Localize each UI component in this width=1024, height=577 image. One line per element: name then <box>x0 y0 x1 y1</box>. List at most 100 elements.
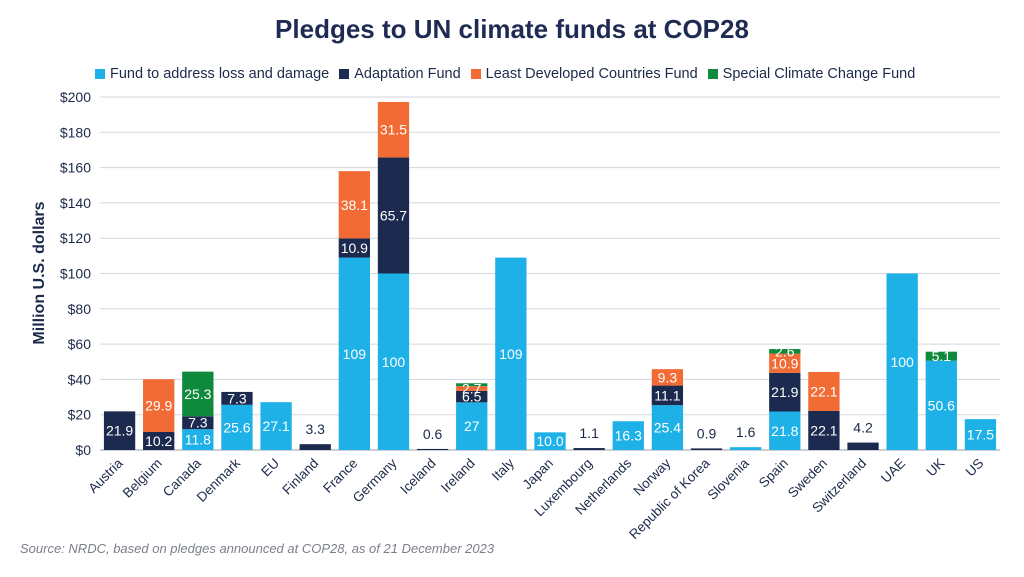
bar-segment <box>769 349 801 354</box>
bar-segment <box>612 421 644 450</box>
chart-title: Pledges to UN climate funds at COP28 <box>275 14 749 44</box>
x-tick-label: Finland <box>279 456 321 498</box>
bar-segment <box>925 351 957 361</box>
data-label: 21.9 <box>771 384 798 400</box>
bar-segment <box>377 273 410 450</box>
bar-segment <box>769 353 801 373</box>
bar-segment <box>338 238 370 258</box>
y-tick-label: $60 <box>68 336 92 352</box>
bar-segment <box>847 442 879 450</box>
bar-segment <box>886 273 918 450</box>
legend: Fund to address loss and damage Adaptati… <box>95 64 925 84</box>
bar-segment <box>808 371 840 411</box>
data-label: 7.3 <box>227 390 247 406</box>
data-label: 22.1 <box>810 422 837 438</box>
legend-item-sccf: Special Climate Change Fund <box>707 66 916 82</box>
data-label: 10.9 <box>341 240 368 256</box>
data-label: 3.3 <box>305 421 325 437</box>
bar-segment <box>103 411 136 450</box>
data-label: 4.2 <box>853 420 873 436</box>
data-label: 9.3 <box>658 369 678 385</box>
legend-swatch-adaptation <box>339 69 350 79</box>
x-tick-label: EU <box>258 456 282 480</box>
source-note: Source: NRDC, based on pledges announced… <box>20 541 495 556</box>
bar-segment <box>925 360 957 450</box>
data-label: 27.1 <box>262 418 289 434</box>
bar-segment <box>416 448 449 450</box>
data-label: 2.7 <box>462 380 482 396</box>
bar-segment <box>534 432 566 450</box>
data-label: 21.9 <box>106 423 133 439</box>
bar-segment <box>182 429 214 450</box>
bar-segment <box>299 444 331 450</box>
bar-segment <box>456 402 488 450</box>
bar-segment <box>456 390 488 403</box>
bar-segment <box>221 391 253 405</box>
data-label: 31.5 <box>380 122 407 138</box>
data-label: 25.6 <box>223 419 250 435</box>
bar-segment <box>769 372 801 412</box>
data-label: 6.5 <box>462 389 482 405</box>
x-tick-label: Germany <box>350 455 400 505</box>
data-label: 65.7 <box>380 208 407 224</box>
bar-segment <box>651 385 684 406</box>
data-label: 38.1 <box>341 197 368 213</box>
bar-segment <box>495 257 527 450</box>
legend-item-adaptation: Adaptation Fund <box>339 66 461 82</box>
data-label: 109 <box>343 346 367 362</box>
x-tick-label: US <box>963 456 987 480</box>
data-label: 100 <box>382 354 406 370</box>
data-label: 0.9 <box>697 425 717 441</box>
data-label: 2.6 <box>775 343 795 359</box>
data-label: 109 <box>499 346 523 362</box>
y-tick-label: $40 <box>68 371 92 387</box>
bar-segment <box>730 447 762 450</box>
data-label: 22.1 <box>810 383 837 399</box>
y-axis-ticks: $0 $20 $40 $60 $80 $100 $120 $140 $160 $180 $200 <box>60 89 91 458</box>
data-label: 7.3 <box>188 415 208 431</box>
bar-segment <box>456 386 488 391</box>
data-label: 1.6 <box>736 424 756 440</box>
data-label: 27 <box>464 418 480 434</box>
legend-label-sccf: Special Climate Change Fund <box>722 66 916 82</box>
legend-label-adaptation: Adaptation Fund <box>354 66 461 82</box>
data-label: 11.8 <box>185 432 211 448</box>
x-tick-label: Japan <box>519 456 556 493</box>
legend-label-ldcf: Least Developed Countries Fund <box>485 66 698 82</box>
x-tick-label: UK <box>924 456 948 480</box>
y-tick-label: $180 <box>60 124 91 140</box>
bar-segment <box>964 419 997 450</box>
data-label: 17.5 <box>967 427 994 443</box>
legend-item-ldcf: Least Developed Countries Fund <box>470 66 698 82</box>
bar-segment <box>182 416 214 430</box>
bar-segment <box>651 369 684 386</box>
bar-segment <box>338 257 370 450</box>
legend-swatch-sccf <box>707 69 718 79</box>
segment-labels: 21.910.229.911.87.325.325.67.327.1 3.3109… <box>106 122 994 449</box>
legend-item-loss-damage: Fund to address loss and damage <box>95 66 329 82</box>
bar-segment <box>221 404 253 450</box>
bar-segment <box>182 371 214 417</box>
bar-segment <box>260 402 292 450</box>
y-tick-label: $0 <box>75 442 91 458</box>
y-tick-label: $20 <box>68 407 92 423</box>
legend-label-loss-damage: Fund to address loss and damage <box>110 66 330 82</box>
bar-segment <box>573 448 605 450</box>
x-tick-label: Denmark <box>194 455 244 505</box>
legend-swatch-ldcf <box>470 69 481 79</box>
y-axis-label: Million U.S. dollars <box>31 201 48 344</box>
data-label: 0.6 <box>423 426 443 442</box>
data-label: 50.6 <box>928 397 955 413</box>
bar-segment <box>143 431 175 450</box>
x-tick-label: Italy <box>489 455 517 483</box>
bar-segment <box>456 383 488 387</box>
data-label: 25.3 <box>184 386 211 402</box>
data-label: 1.1 <box>579 425 599 441</box>
data-label: 100 <box>890 354 914 370</box>
bar-segment <box>690 448 723 450</box>
x-tick-label: Ireland <box>438 456 478 496</box>
y-tick-label: $200 <box>60 89 91 105</box>
y-tick-label: $140 <box>60 195 91 211</box>
data-label: 25.4 <box>654 420 681 436</box>
